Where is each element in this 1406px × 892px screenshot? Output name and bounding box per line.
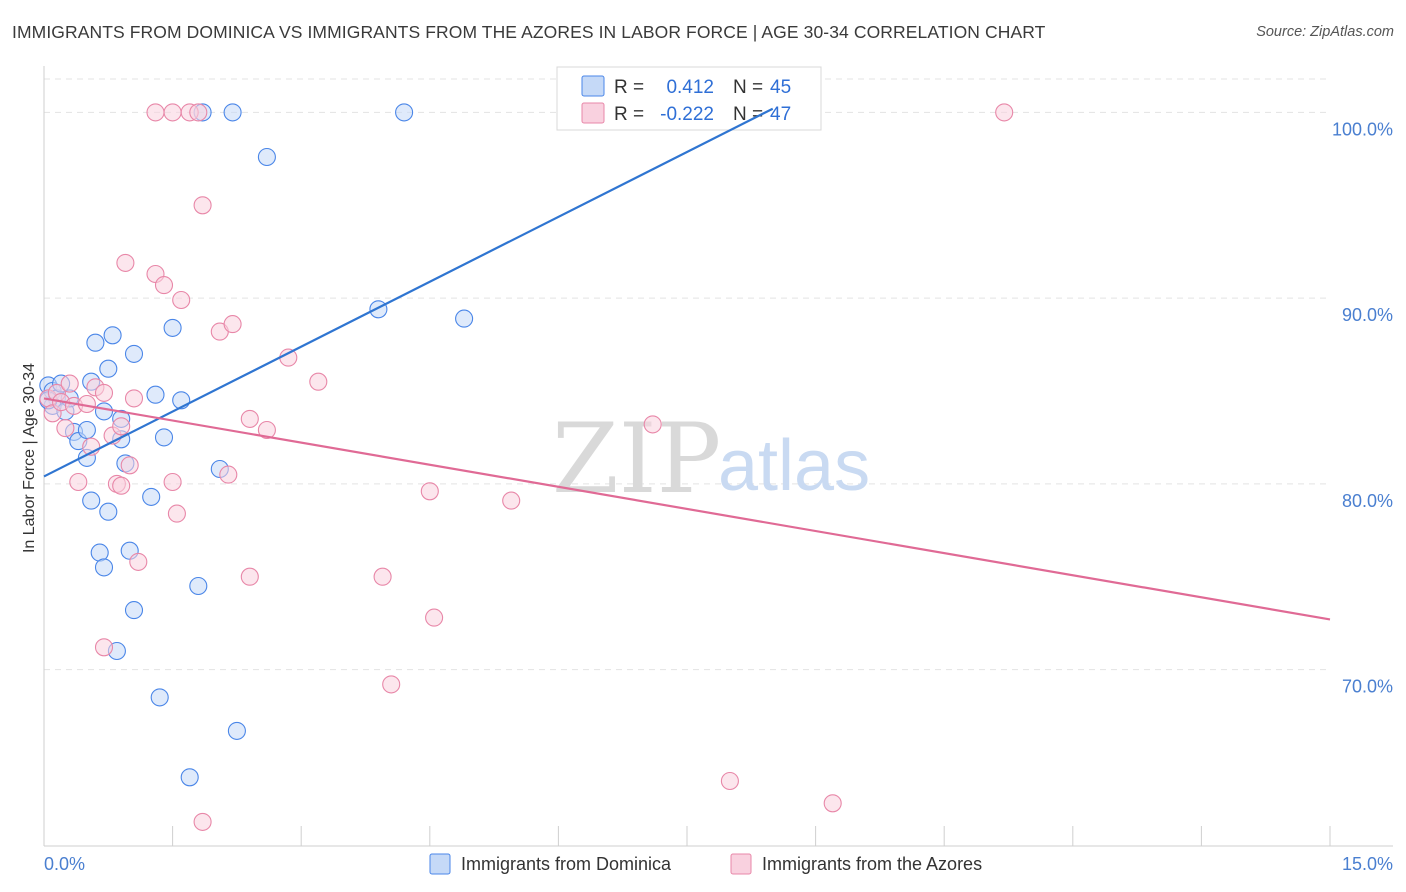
dominica-point-34	[189, 576, 208, 596]
dominica-point-16	[94, 558, 114, 577]
azores-point-19	[124, 389, 144, 408]
legend-r-label-dominica: R =	[614, 77, 644, 98]
series-legend-label-dominica: Immigrants from Dominica	[461, 854, 672, 874]
legend-r-value-dominica: 0.412	[666, 77, 714, 98]
dominica-point-29	[150, 688, 169, 707]
azores-point-31	[193, 812, 212, 831]
azores-point-47	[823, 794, 842, 813]
trend-lines	[43, 107, 1331, 621]
dominica-point-39	[257, 147, 276, 167]
azores-point-25	[163, 472, 182, 492]
dominica-point-40	[369, 300, 388, 319]
x-tick-label-0: 0.0%	[44, 854, 85, 874]
data-points	[39, 103, 1014, 831]
azores-point-40	[373, 567, 392, 586]
y-tick-label-1: 80.0%	[1342, 491, 1393, 511]
correlation-legend: R = 0.412 N = 45 R = -0.222 N = 47	[556, 66, 822, 131]
azores-point-20	[129, 552, 148, 571]
legend-r-value-azores: -0.222	[660, 104, 714, 125]
legend-swatch-dominica	[581, 75, 605, 97]
dominica-point-37	[223, 103, 242, 122]
legend-n-label-azores: N =	[733, 104, 763, 125]
dominica-point-33	[180, 768, 199, 787]
dominica-point-26	[124, 344, 144, 363]
legend-n-value-azores: 47	[770, 104, 791, 125]
azores-point-44	[502, 491, 521, 510]
legend-swatch-azores	[581, 102, 605, 124]
azores-point-27	[172, 290, 191, 310]
dominica-point-42	[455, 309, 474, 328]
y-tick-label-3: 100.0%	[1332, 119, 1393, 139]
dominica-point-12	[86, 333, 105, 352]
azores-point-37	[257, 420, 276, 440]
azores-point-35	[240, 567, 259, 586]
legend-n-label-dominica: N =	[733, 77, 763, 98]
series-legend-swatch-azores	[730, 853, 752, 875]
azores-point-16	[112, 417, 131, 436]
azores-point-22	[146, 103, 165, 122]
watermark-atlas: atlas	[718, 426, 870, 506]
azores-point-11	[94, 383, 114, 402]
y-tick-label-2: 90.0%	[1342, 305, 1393, 325]
azores-point-39	[309, 372, 328, 391]
azores-point-41	[382, 675, 401, 694]
azores-point-17	[116, 253, 135, 272]
dominica-point-15	[94, 402, 114, 421]
series-legend-swatch-dominica	[429, 853, 451, 875]
azores-point-26	[167, 504, 186, 523]
azores-point-5	[60, 374, 79, 393]
dominica-point-13	[82, 491, 101, 510]
dominica-point-31	[163, 318, 182, 337]
dominica-point-41	[395, 103, 414, 122]
y-axis-label: In Labor Force | Age 30-34	[21, 363, 38, 553]
x-tick-label-1: 15.0%	[1342, 854, 1393, 874]
y-tick-labels: 70.0% 80.0% 90.0% 100.0%	[1332, 119, 1393, 696]
dominica-point-19	[103, 326, 122, 345]
dominica-point-18	[99, 502, 118, 521]
azores-point-18	[120, 456, 139, 475]
azores-point-43	[420, 482, 439, 501]
dominica-point-27	[142, 487, 161, 506]
azores-point-42	[425, 608, 444, 627]
azores-point-36	[240, 409, 259, 428]
grid-lines	[44, 78, 1330, 671]
azores-point-30	[193, 196, 212, 215]
azores-point-15	[112, 476, 131, 495]
azores-point-23	[154, 276, 174, 295]
source-label: Source: ZipAtlas.com	[1256, 24, 1394, 40]
azores-point-29	[189, 103, 208, 122]
azores-point-24	[163, 103, 182, 122]
x-tick-labels: 0.0% 15.0%	[44, 854, 1393, 874]
y-tick-label-0: 70.0%	[1342, 677, 1393, 697]
azores-point-46	[720, 771, 739, 791]
azores-point-4	[56, 419, 75, 438]
dominica-point-9	[77, 420, 96, 440]
azores-point-48	[995, 103, 1014, 122]
axes	[43, 66, 1393, 847]
legend-r-label-azores: R =	[614, 104, 644, 125]
dominica-point-38	[227, 721, 246, 740]
watermark: ZIP atlas	[552, 403, 870, 515]
dominica-trend-line	[43, 107, 774, 478]
legend-n-value-dominica: 45	[770, 77, 791, 98]
chart-title: IMMIGRANTS FROM DOMINICA VS IMMIGRANTS F…	[12, 22, 1046, 42]
azores-trend-line	[43, 397, 1331, 621]
azores-point-7	[69, 472, 88, 492]
series-legend-label-azores: Immigrants from the Azores	[762, 854, 982, 874]
dominica-point-28	[146, 385, 165, 404]
dominica-point-17	[99, 359, 118, 378]
azores-point-45	[643, 415, 662, 434]
azores-point-34	[223, 315, 242, 334]
series-legend: Immigrants from Dominica Immigrants from…	[429, 853, 982, 875]
watermark-zip: ZIP	[552, 403, 721, 515]
azores-point-33	[219, 465, 238, 484]
azores-point-38	[279, 348, 298, 367]
azores-point-12	[94, 638, 114, 657]
dominica-point-30	[154, 428, 174, 447]
dominica-point-25	[124, 601, 144, 620]
